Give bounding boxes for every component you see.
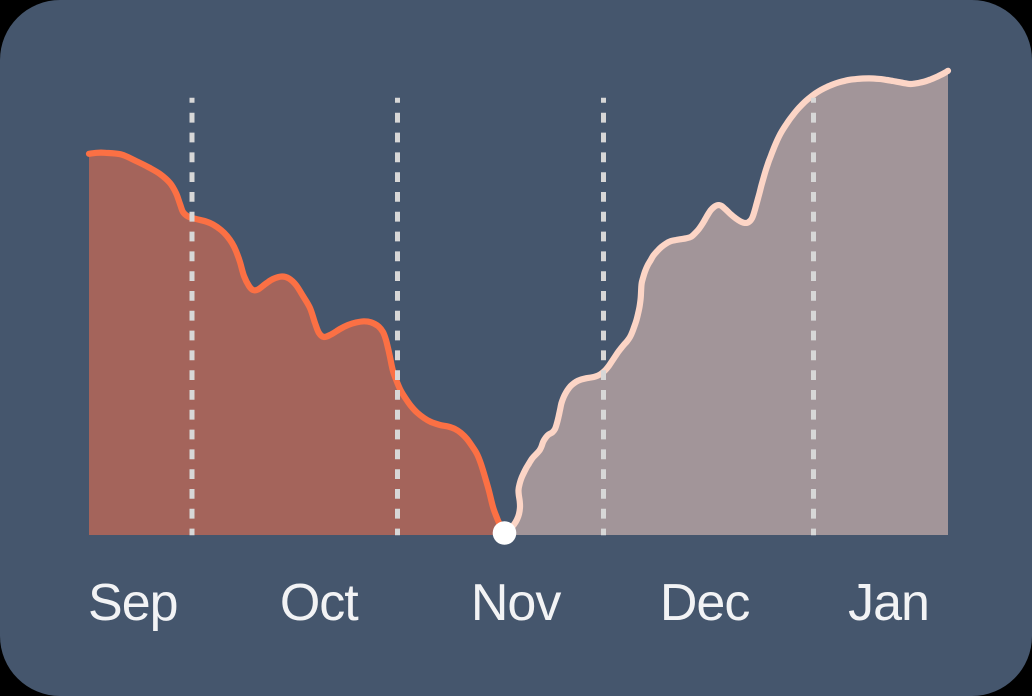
svg-text:Nov: Nov xyxy=(471,574,561,632)
svg-text:Jan: Jan xyxy=(848,574,929,632)
svg-text:Sep: Sep xyxy=(88,574,178,632)
svg-text:Dec: Dec xyxy=(660,574,749,632)
svg-text:Oct: Oct xyxy=(280,574,359,632)
